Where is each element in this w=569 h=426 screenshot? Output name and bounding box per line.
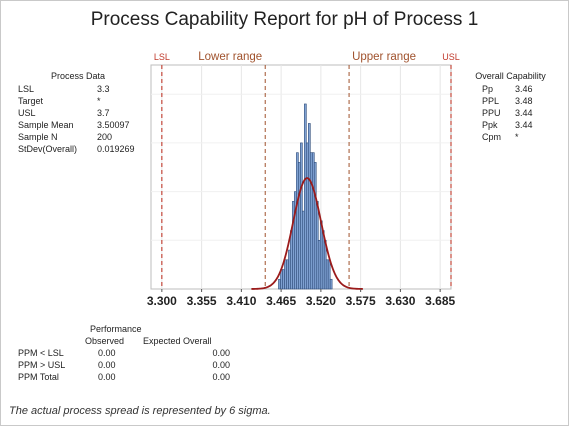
oc-label: PPL	[482, 96, 500, 106]
histogram-bar	[298, 162, 301, 290]
pd-value: *	[97, 96, 101, 106]
oc-value: 3.46	[515, 84, 533, 94]
histogram-bar	[309, 152, 313, 290]
x-tick-label: 3.410	[226, 294, 256, 308]
histogram-bar	[317, 240, 321, 290]
perf-expected: 0.00	[212, 348, 230, 358]
x-tick-label: 3.300	[147, 294, 177, 308]
pd-label: StDev(Overall)	[18, 144, 78, 154]
spec-line-label: LSL	[154, 52, 170, 62]
overall-capability-header: Overall Capability	[475, 71, 546, 81]
perf-label: PPM > USL	[18, 360, 66, 370]
pd-label: Sample Mean	[18, 120, 74, 130]
performance-panel: Performance Observed Expected Overall PP…	[18, 323, 248, 383]
oc-value: 3.48	[515, 96, 533, 106]
process-data-panel: Process Data LSL 3.3 Target * USL 3.7 Sampl…	[18, 70, 138, 155]
oc-value: 3.44	[515, 108, 533, 118]
pd-value: 3.50097	[97, 120, 130, 130]
histogram-bar	[325, 259, 329, 290]
pd-label: LSL	[18, 84, 35, 94]
pd-value: 3.7	[97, 108, 110, 118]
histogram-bar	[278, 278, 281, 290]
observed-col-header: Observed	[85, 336, 125, 346]
pd-value: 3.3	[97, 84, 110, 94]
histogram-bar	[286, 259, 289, 290]
oc-label: PPU	[482, 108, 501, 118]
normal-fit-curve	[251, 177, 363, 290]
histogram-bar	[290, 230, 293, 290]
perf-observed: 0.00	[98, 348, 116, 358]
histogram-bar	[313, 162, 317, 290]
perf-expected: 0.00	[212, 372, 230, 382]
histogram-bar	[329, 278, 333, 290]
performance-header: Performance	[90, 324, 142, 334]
x-tick-label: 3.465	[266, 294, 296, 308]
perf-expected: 0.00	[212, 360, 230, 370]
histogram-bar	[282, 269, 285, 290]
pd-label: Sample N	[18, 132, 58, 142]
oc-value: *	[515, 132, 519, 142]
x-tick-label: 3.630	[385, 294, 415, 308]
pd-label: Target	[18, 96, 44, 106]
pd-value: 0.019269	[97, 144, 135, 154]
footnote: The actual process spread is represented…	[9, 405, 271, 417]
perf-observed: 0.00	[98, 372, 116, 382]
oc-label: Ppk	[482, 120, 498, 130]
process-data-header: Process Data	[50, 71, 106, 81]
x-tick-label: 3.355	[187, 294, 217, 308]
histogram-bar	[302, 210, 305, 290]
oc-label: Cpm	[482, 132, 502, 142]
oc-value: 3.44	[515, 120, 533, 130]
range-line-label: Lower range	[198, 51, 262, 63]
perf-label: PPM Total	[18, 372, 59, 382]
x-tick-label: 3.685	[425, 294, 455, 308]
histogram-bar	[305, 142, 309, 290]
x-tick-label: 3.520	[306, 294, 336, 308]
overall-capability-panel: Overall Capability Pp 3.46 PPL 3.48 PPU 3.4…	[468, 70, 553, 143]
perf-label: PPM < LSL	[18, 348, 64, 358]
x-tick-label: 3.575	[346, 294, 376, 308]
perf-observed: 0.00	[98, 360, 116, 370]
spec-line-label: USL	[442, 52, 460, 62]
expected-col-header: Expected Overall	[143, 336, 212, 346]
range-line-label: Upper range	[352, 51, 416, 63]
oc-label: Pp	[482, 84, 494, 94]
pd-label: USL	[18, 108, 36, 118]
report-title: Process Capability Report for pH of Proc…	[90, 9, 479, 30]
pd-value: 200	[97, 132, 113, 142]
